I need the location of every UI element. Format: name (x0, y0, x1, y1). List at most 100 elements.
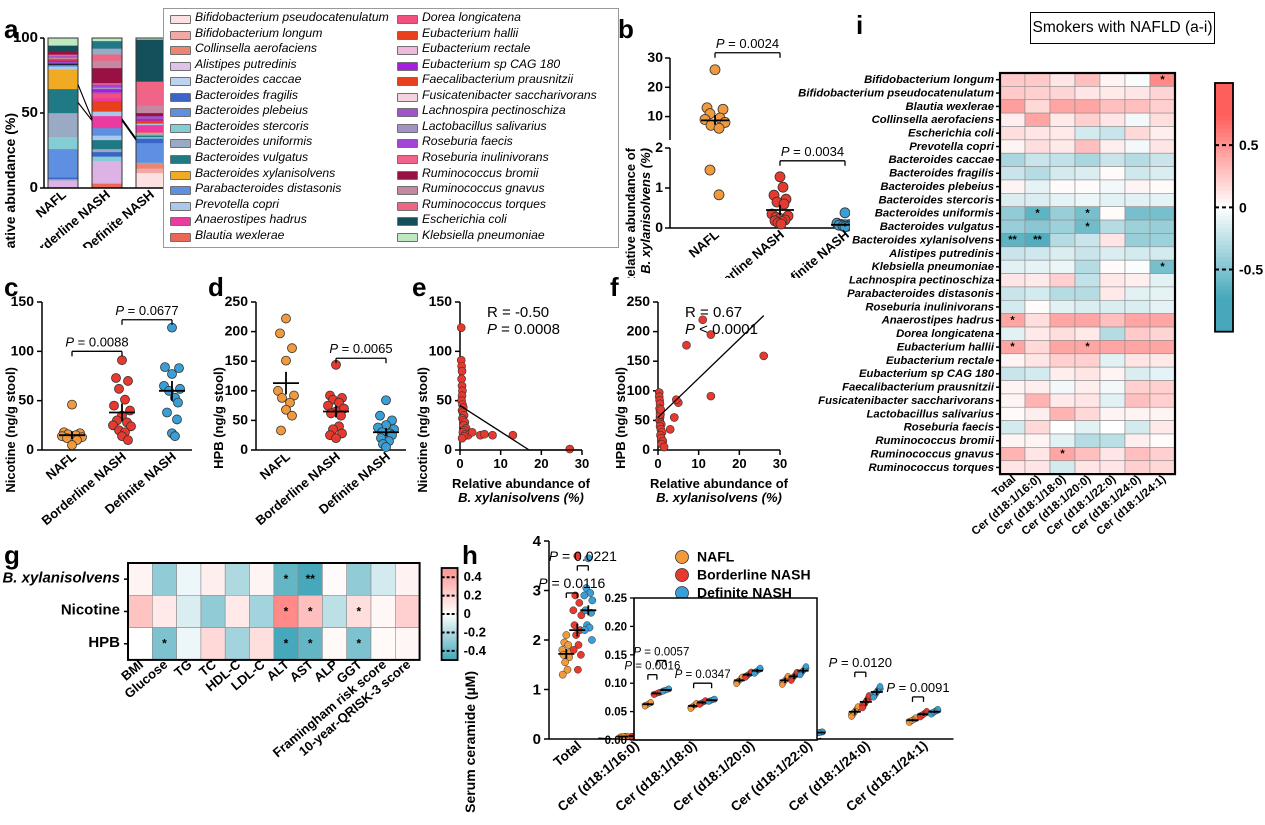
svg-text:0: 0 (642, 441, 650, 457)
svg-text:Ruminococcus bromii: Ruminococcus bromii (875, 435, 994, 447)
svg-text:50: 50 (21, 104, 38, 121)
svg-text:50: 50 (436, 392, 452, 408)
svg-text:P = 0.0088: P = 0.0088 (65, 334, 128, 349)
svg-text:Anaerostipes hadrus: Anaerostipes hadrus (881, 315, 994, 327)
svg-text:Alistipes putredinis: Alistipes putredinis (888, 248, 994, 260)
svg-text:150: 150 (627, 352, 651, 368)
svg-text:30: 30 (773, 456, 787, 471)
svg-text:Borderline NASH: Borderline NASH (252, 449, 342, 528)
svg-text:Serum ceramide (µM): Serum ceramide (µM) (462, 671, 478, 813)
svg-text:*: * (1010, 341, 1015, 353)
svg-text:100: 100 (225, 382, 249, 398)
svg-text:Blautia wexlerae: Blautia wexlerae (905, 101, 994, 113)
svg-text:0.05: 0.05 (605, 707, 628, 719)
svg-text:*: * (1010, 314, 1015, 326)
svg-text:Bacteroides xylanisolvens: Bacteroides xylanisolvens (852, 234, 994, 246)
svg-text:Bacteroides uniformis: Bacteroides uniformis (875, 208, 994, 220)
svg-text:Nicotine: Nicotine (61, 602, 120, 619)
svg-text:*: * (357, 604, 362, 618)
svg-text:*: * (1160, 74, 1165, 86)
svg-text:30: 30 (647, 49, 663, 65)
svg-text:NAFL: NAFL (43, 449, 79, 483)
svg-text:Bacteroides vulgatus: Bacteroides vulgatus (880, 221, 994, 233)
svg-text:Lachnospira pectinoschiza: Lachnospira pectinoschiza (849, 275, 994, 287)
svg-text:*: * (1060, 448, 1065, 460)
svg-text:*: * (1085, 207, 1090, 219)
svg-text:30: 30 (575, 456, 589, 471)
svg-text:*: * (1085, 221, 1090, 233)
svg-text:Borderline NASH: Borderline NASH (697, 567, 811, 583)
svg-text:B. xylanisolvens (%): B. xylanisolvens (%) (656, 490, 782, 505)
svg-text:0: 0 (655, 219, 663, 235)
svg-text:Ruminococcus torques: Ruminococcus torques (868, 462, 994, 474)
svg-text:2: 2 (533, 632, 541, 649)
svg-text:100: 100 (13, 29, 38, 46)
svg-text:NAFL: NAFL (33, 187, 69, 221)
svg-text:**: ** (306, 572, 316, 586)
svg-text:Roseburia faecis: Roseburia faecis (904, 422, 994, 434)
svg-text:Dorea longicatena: Dorea longicatena (896, 328, 994, 340)
svg-text:200: 200 (627, 323, 651, 339)
svg-text:10: 10 (647, 108, 663, 124)
svg-text:Collinsella aerofaciens: Collinsella aerofaciens (872, 114, 994, 126)
svg-text:Bacteroides caccae: Bacteroides caccae (888, 154, 994, 166)
svg-text:*: * (284, 572, 289, 586)
svg-text:B. xylanisolvens (%): B. xylanisolvens (%) (638, 148, 653, 274)
svg-text:0: 0 (1239, 199, 1247, 215)
svg-text:R = -0.50: R = -0.50 (487, 304, 549, 321)
svg-text:**: ** (1008, 234, 1017, 246)
svg-text:Lactobacillus salivarius: Lactobacillus salivarius (867, 408, 994, 420)
svg-text:*: * (308, 604, 313, 618)
svg-text:Prevotella copri: Prevotella copri (909, 141, 995, 153)
svg-text:P = 0.0008: P = 0.0008 (487, 321, 560, 338)
svg-text:Escherichia coli: Escherichia coli (908, 128, 995, 140)
svg-text:Eubacterium sp CAG 180: Eubacterium sp CAG 180 (859, 368, 995, 380)
svg-text:P = 0.0116: P = 0.0116 (538, 575, 605, 591)
svg-text:P = 0.0016: P = 0.0016 (624, 661, 680, 673)
svg-text:0: 0 (26, 441, 34, 457)
svg-text:*: * (1035, 207, 1040, 219)
svg-text:50: 50 (634, 411, 650, 427)
svg-text:Borderline NASH: Borderline NASH (38, 449, 128, 528)
svg-text:*: * (1085, 341, 1090, 353)
svg-text:50: 50 (18, 392, 34, 408)
svg-text:Relative abundance of: Relative abundance of (650, 476, 789, 491)
svg-text:HPB (ng/g stool): HPB (ng/g stool) (211, 367, 226, 469)
svg-text:250: 250 (627, 293, 651, 309)
svg-text:Nicotine (ng/g stool): Nicotine (ng/g stool) (3, 367, 18, 493)
svg-text:P = 0.0120: P = 0.0120 (829, 655, 892, 670)
svg-text:AST: AST (287, 657, 317, 685)
svg-text:150: 150 (11, 293, 35, 309)
svg-text:B. xylanisolvens: B. xylanisolvens (2, 569, 120, 586)
svg-text:P = 0.0024: P = 0.0024 (716, 36, 779, 51)
svg-text:-0.5: -0.5 (1239, 262, 1263, 278)
svg-text:Bacteroides stercoris: Bacteroides stercoris (878, 194, 994, 206)
svg-text:10: 10 (691, 456, 705, 471)
svg-text:0: 0 (240, 441, 248, 457)
svg-text:0.20: 0.20 (605, 621, 627, 633)
svg-text:20: 20 (732, 456, 746, 471)
svg-text:Eubacterium hallii: Eubacterium hallii (897, 341, 995, 353)
svg-text:Roseburia inulinivorans: Roseburia inulinivorans (865, 301, 994, 313)
svg-text:P = 0.0091: P = 0.0091 (886, 680, 949, 695)
svg-text:Klebsiella pneumoniae: Klebsiella pneumoniae (872, 261, 994, 273)
svg-text:0.5: 0.5 (1239, 137, 1259, 153)
svg-text:P = 0.0677: P = 0.0677 (115, 303, 178, 318)
svg-text:P = 0.0057: P = 0.0057 (633, 646, 689, 658)
svg-text:10: 10 (493, 456, 507, 471)
svg-text:P = 0.0221: P = 0.0221 (549, 548, 617, 564)
svg-text:0.00: 0.00 (605, 735, 627, 747)
svg-text:1: 1 (533, 682, 541, 699)
svg-text:0.10: 0.10 (605, 678, 627, 690)
svg-text:*: * (308, 637, 313, 651)
svg-text:P < 0.0001: P < 0.0001 (685, 321, 758, 338)
svg-text:**: ** (1033, 234, 1042, 246)
svg-text:150: 150 (429, 293, 453, 309)
svg-text:100: 100 (11, 342, 35, 358)
svg-text:100: 100 (429, 342, 453, 358)
svg-text:50: 50 (232, 411, 248, 427)
svg-text:Parabacteroides distasonis: Parabacteroides distasonis (847, 288, 994, 300)
svg-text:*: * (357, 637, 362, 651)
svg-text:Relative abundance (%): Relative abundance (%) (2, 113, 18, 248)
svg-text:2: 2 (655, 139, 663, 155)
